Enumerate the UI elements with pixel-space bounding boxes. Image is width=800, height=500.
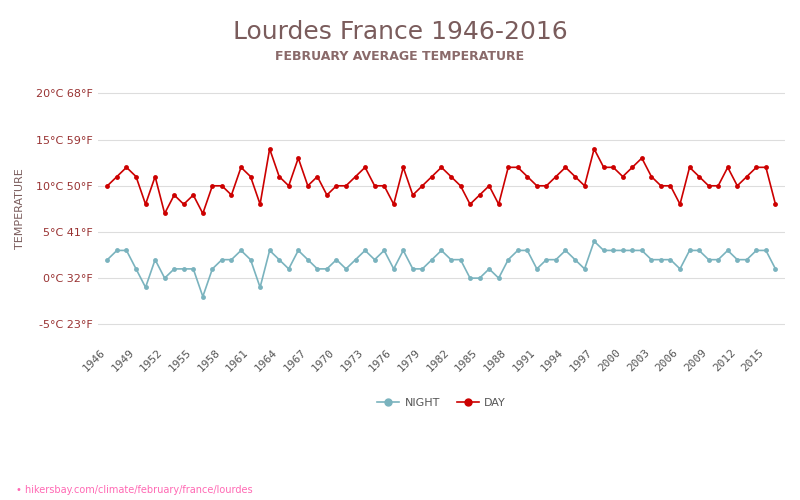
- Text: Lourdes France 1946-2016: Lourdes France 1946-2016: [233, 20, 567, 44]
- Y-axis label: TEMPERATURE: TEMPERATURE: [15, 168, 25, 250]
- Text: • hikersbay.com/climate/february/france/lourdes: • hikersbay.com/climate/february/france/…: [16, 485, 253, 495]
- Text: FEBRUARY AVERAGE TEMPERATURE: FEBRUARY AVERAGE TEMPERATURE: [275, 50, 525, 63]
- Legend: NIGHT, DAY: NIGHT, DAY: [372, 394, 510, 412]
